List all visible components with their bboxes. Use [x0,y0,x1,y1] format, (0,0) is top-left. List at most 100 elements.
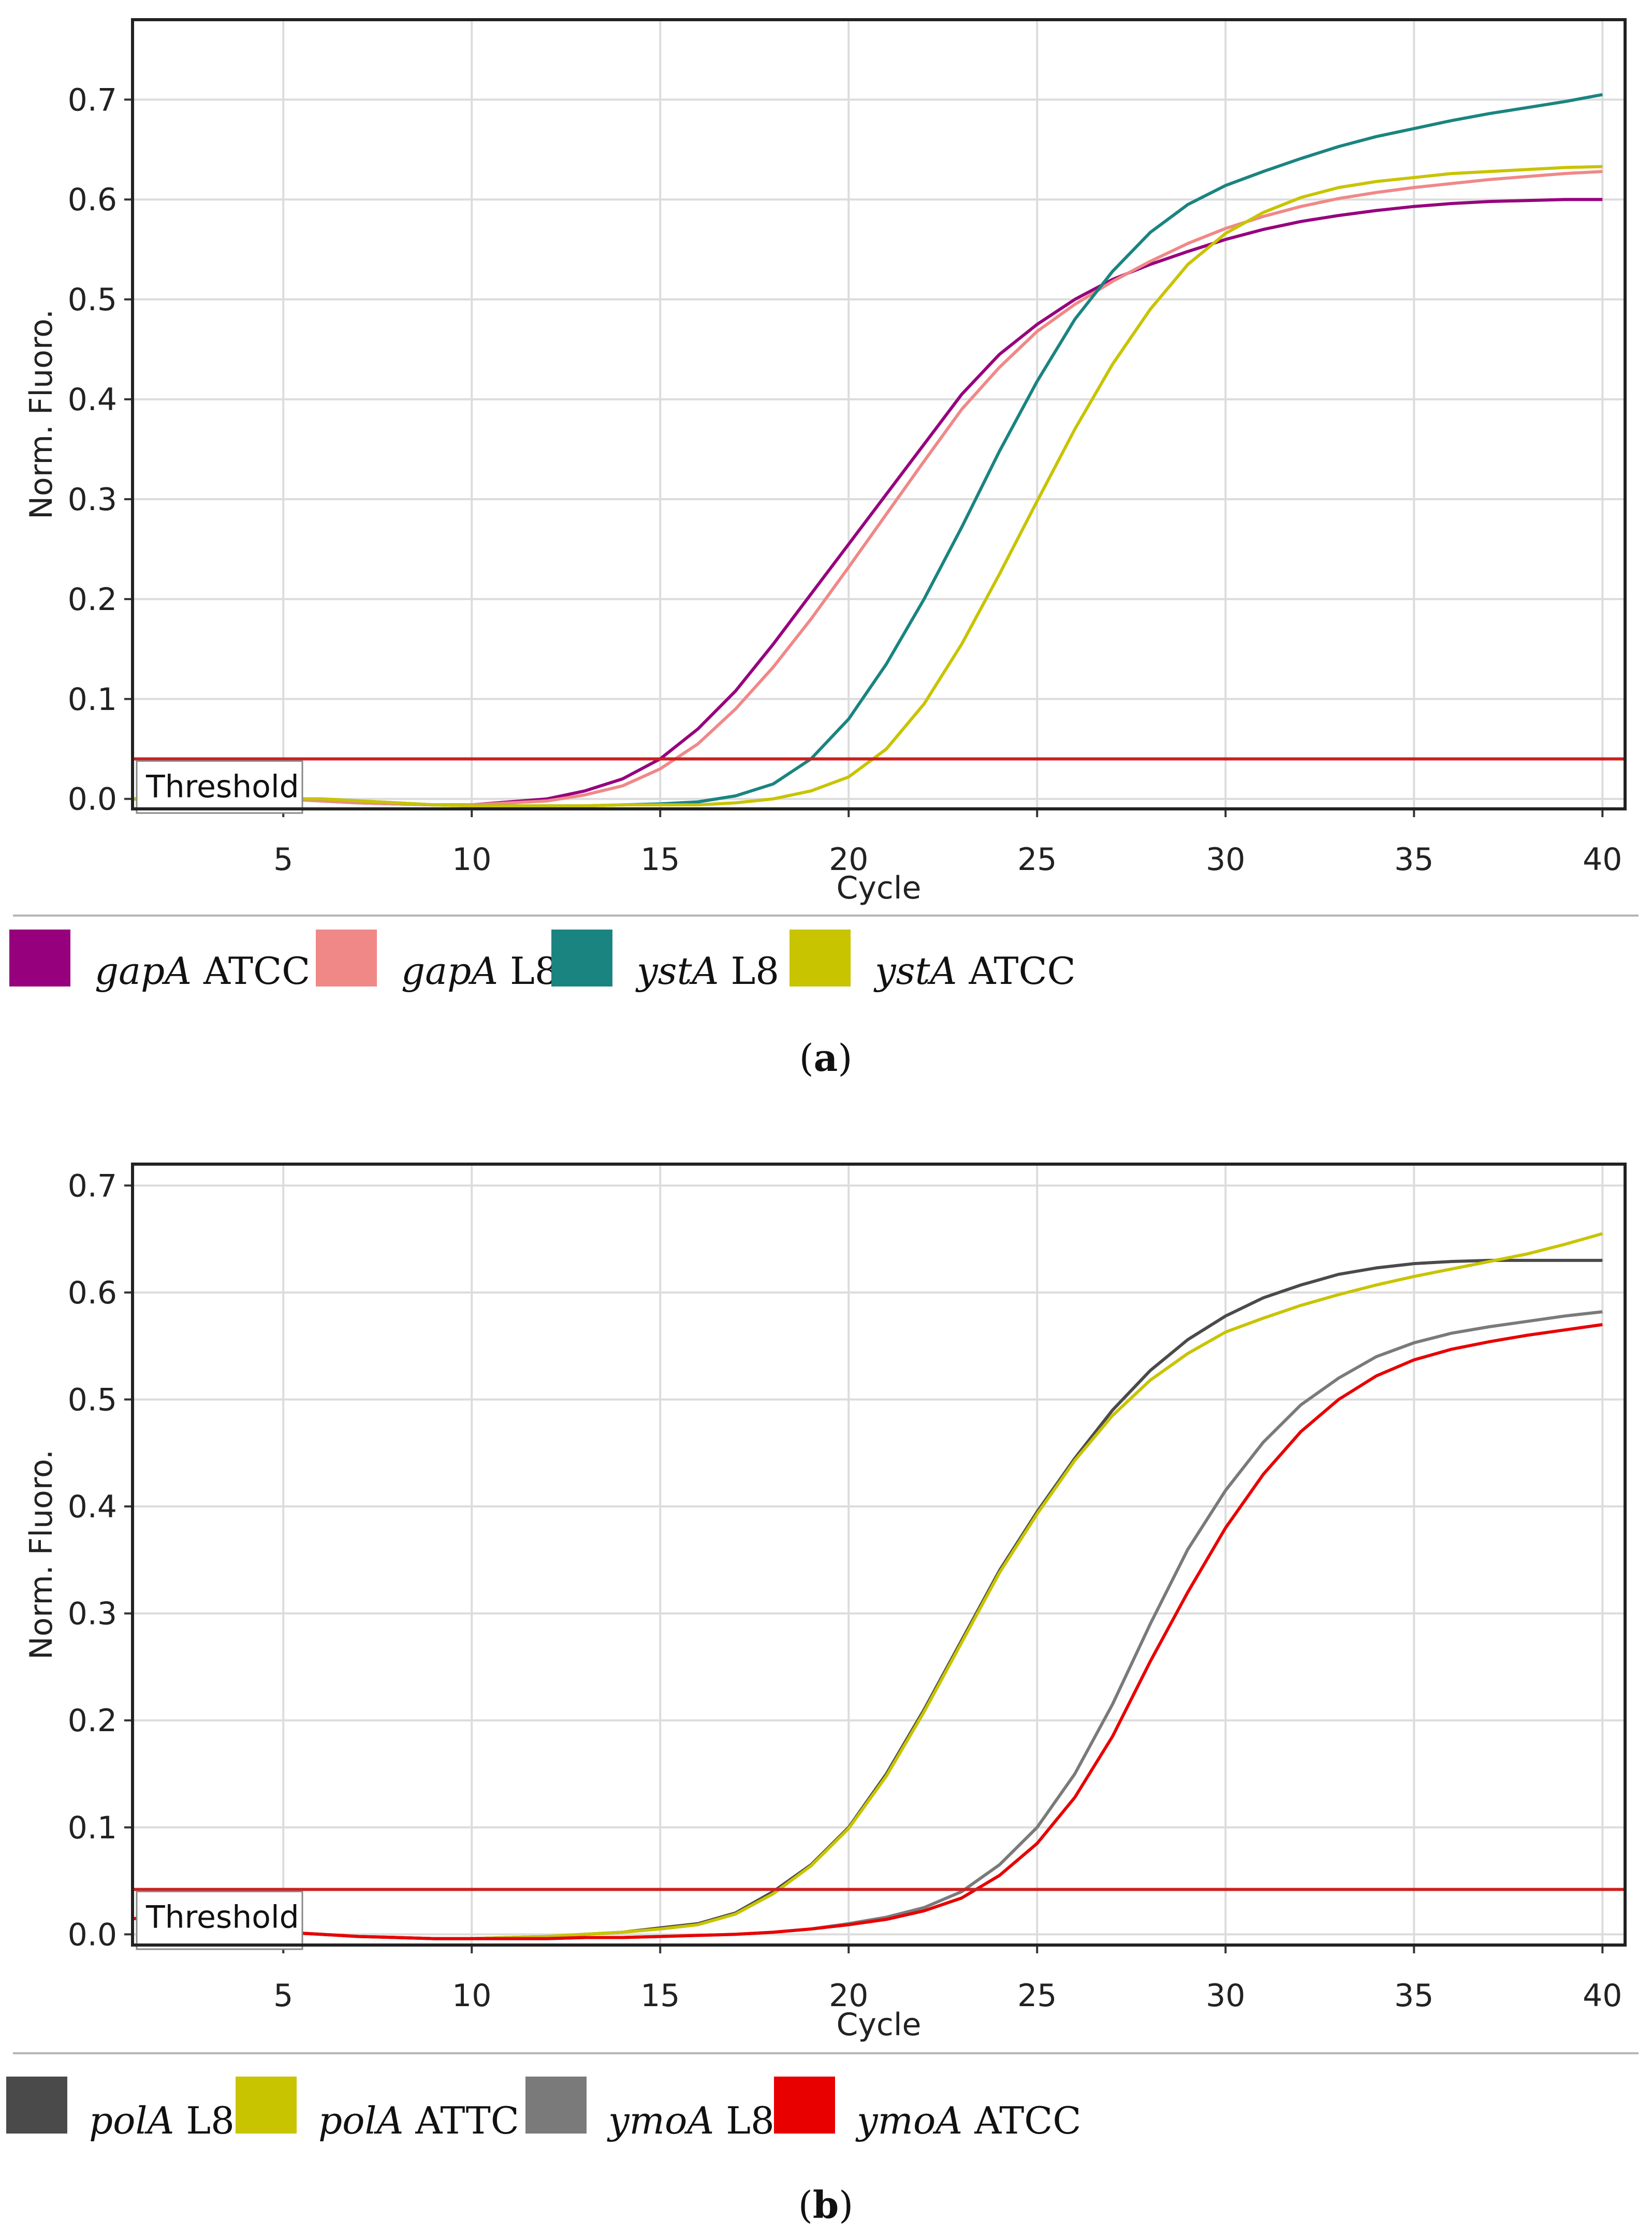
y-axis-label: Norm. Fluoro. [23,1449,60,1660]
panel-b: 5 10 15 20 25 30 35 40 0.0 0.1 0.2 0.3 0.4 0.5 0.6 0.7 T… [6,1163,1639,2227]
y-tick-label: 0.0 [68,781,117,818]
y-tick-label: 0.4 [68,382,117,418]
x-tick-label: 40 [1583,1978,1622,2014]
legend-label-gene: gapA [401,949,498,993]
legend: polA L8 polA ATTC ymoA L8 ymoA ATCC [6,2077,1081,2142]
legend-swatch [525,2077,587,2134]
y-tick-label: 0.6 [68,1275,117,1311]
legend-label-gene: gapA [95,949,192,993]
legend-item: ymoA ATCC [774,2077,1081,2142]
x-tick-label: 5 [273,842,293,878]
y-tick-label: 0.5 [68,1382,117,1418]
x-tick-label: 10 [452,842,491,878]
panel-label: (b) [798,2183,854,2227]
y-tick-label: 0.1 [68,681,117,718]
panel-label-letter: a [814,1036,838,1080]
x-tick-label: 30 [1206,842,1245,878]
y-tick-label: 0.7 [68,1168,117,1204]
y-tick-label: 0.7 [68,82,117,118]
legend-swatch [316,930,377,987]
legend-label: gapA L8 [401,949,559,993]
legend-label-spacer [403,2099,415,2142]
series-line-ysta-atcc [133,165,1603,808]
x-tick-label: 35 [1394,1978,1434,2014]
legend: gapA ATCC gapA L8 ystA L8 ystA ATCC [9,930,1076,993]
panel-label-close: ) [838,1036,852,1080]
legend-label-strain: ATCC [968,949,1075,993]
legend-label-strain: ATCC [974,2099,1081,2142]
x-axis-label: Cycle [837,2007,922,2043]
threshold-label-text: Threshold [145,1899,299,1936]
y-tick-label: 0.3 [68,482,117,518]
legend-label: polA ATTC [318,2099,519,2142]
x-tick-label: 20 [829,842,868,878]
legend-label-spacer [957,949,969,993]
y-tick-label: 0.5 [68,282,117,318]
legend-label-gene: ymoA [607,2099,714,2142]
legend-label-spacer [719,949,731,993]
x-tick-label: 20 [829,1978,868,2014]
legend-swatch [9,930,70,987]
legend-swatch [551,930,612,987]
legend-label-strain: L8 [726,2099,774,2142]
plot-frame [131,1163,1627,1947]
threshold-label: Threshold [136,1891,303,1950]
legend-label: ymoA L8 [607,2099,774,2142]
legend-swatch [790,930,851,987]
y-tick-label: 0.0 [68,1917,117,1953]
legend-label-gene: ystA [873,949,957,993]
plot-area [133,1164,1625,1945]
legend-item: gapA L8 [316,930,559,993]
legend-label-gene: ymoA [855,2099,962,2142]
x-tick-label: 15 [640,842,680,878]
x-tick-label: 40 [1583,842,1622,878]
legend-item: polA ATTC [236,2077,519,2142]
y-tick-label: 0.2 [68,1703,117,1739]
x-tick-label: 30 [1206,1978,1245,2014]
threshold-label-text: Threshold [145,769,299,805]
y-tick-label: 0.3 [68,1596,117,1632]
legend-label-spacer [192,949,203,993]
legend-label: polA L8 [89,2099,235,2142]
plot-frame [131,18,1627,810]
legend-item: gapA ATCC [9,930,310,993]
panel-label: (a) [799,1036,853,1080]
legend-label-spacer [498,949,510,993]
threshold-label: Threshold [136,760,303,814]
legend-swatch [6,2077,67,2134]
x-tick-label: 35 [1394,842,1434,878]
legend-swatch [236,2077,297,2134]
x-axis-label: Cycle [837,870,922,906]
legend-label-spacer [962,2099,974,2142]
plot-area [133,20,1625,809]
x-tick-label: 25 [1017,1978,1057,2014]
panel-label-close: ) [839,2183,853,2227]
panel-label-open: ( [799,1036,814,1080]
panel-label-open: ( [798,2183,813,2227]
legend-label-strain: L8 [186,2099,235,2142]
legend-label-gene: polA [89,2099,174,2142]
legend-label-spacer [714,2099,726,2142]
legend-label: ymoA ATCC [855,2099,1081,2142]
legend-label-strain: L8 [510,949,559,993]
legend-item: ystA L8 [551,930,779,993]
x-tick-label: 15 [640,1978,680,2014]
x-tick-label: 10 [452,1978,491,2014]
legend-item: ystA ATCC [790,930,1076,993]
threshold-label-box [136,760,303,814]
legend-label-gene: ystA [635,949,719,993]
legend-label-strain: L8 [730,949,779,993]
legend-label-strain: ATTC [415,2099,519,2142]
y-tick-label: 0.1 [68,1810,117,1846]
legend-item: polA L8 [6,2077,235,2142]
legend-label: ystA ATCC [873,949,1076,993]
legend-label-spacer [174,2099,186,2142]
y-tick-label: 0.4 [68,1489,117,1525]
x-tick-label: 5 [273,1978,293,2014]
y-tick-label: 0.2 [68,582,117,618]
legend-label: gapA ATCC [95,949,310,993]
series-line-ymoa-atcc [132,1323,1603,1940]
legend-swatch [774,2077,835,2134]
legend-label: ystA L8 [635,949,779,993]
